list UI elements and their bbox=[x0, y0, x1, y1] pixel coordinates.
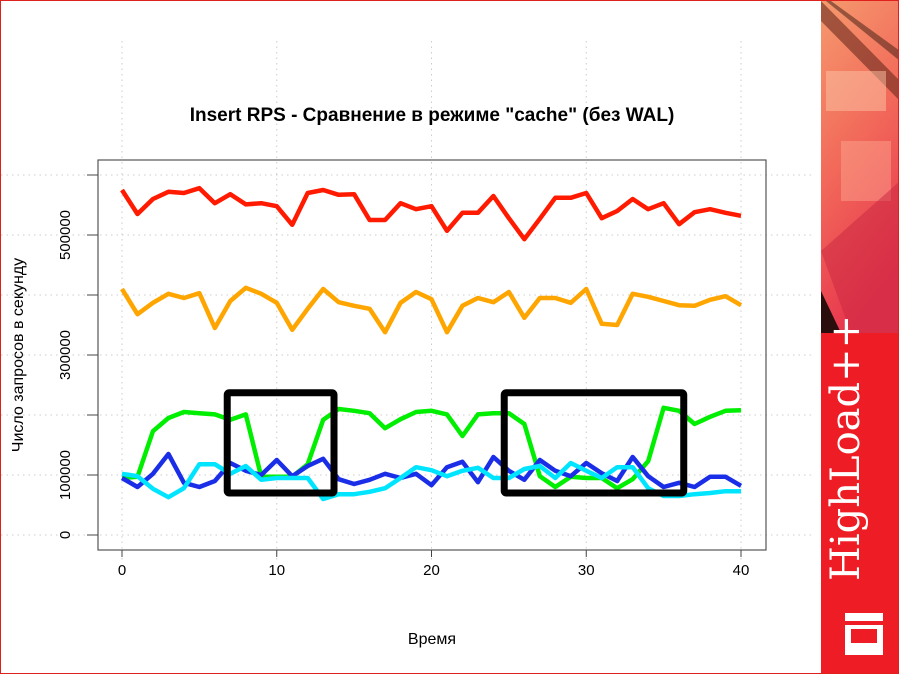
highlight-box bbox=[500, 389, 688, 497]
x-axis-label: Время bbox=[408, 631, 456, 648]
line-chart: 0 10 20 30 40 0 100000 300000 500000 Insert RPS … bbox=[1, 41, 811, 648]
axes: 0 10 20 30 40 0 100000 300000 500000 bbox=[57, 174, 750, 579]
y-tick-label: 0 bbox=[57, 531, 74, 539]
y-tick-label: 300000 bbox=[57, 330, 74, 380]
chart-title: Insert RPS - Сравнение в режиме "cache" … bbox=[190, 105, 675, 126]
highlight-box bbox=[223, 389, 338, 497]
highload-logo: HighLoad++ bbox=[821, 1, 898, 673]
y-tick-label: 500000 bbox=[57, 210, 74, 260]
highlight-boxes bbox=[223, 389, 688, 497]
brand-name: HighLoad++ bbox=[823, 314, 869, 581]
y-tick-label: 100000 bbox=[57, 450, 74, 500]
x-tick-label: 30 bbox=[578, 562, 595, 579]
x-tick-label: 0 bbox=[118, 562, 126, 579]
series-line-1 bbox=[120, 285, 743, 335]
logo-mark-icon bbox=[845, 613, 883, 655]
x-tick-label: 40 bbox=[733, 562, 750, 579]
x-tick-label: 20 bbox=[423, 562, 440, 579]
x-tick-label: 10 bbox=[268, 562, 285, 579]
series-line-0 bbox=[120, 185, 742, 242]
logo-graphic bbox=[821, 1, 898, 673]
y-axis-label: Число запросов в секунду bbox=[10, 258, 27, 452]
